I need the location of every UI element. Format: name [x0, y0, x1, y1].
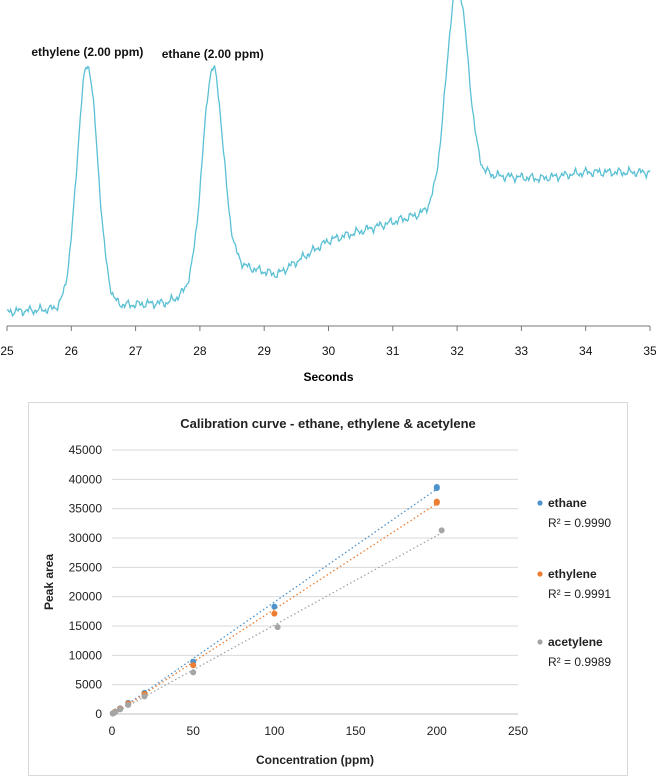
x-tick-label: 26 [65, 344, 79, 358]
trendline-ethylene [111, 503, 438, 716]
legend-r2-ethylene: R² = 0.9991 [548, 587, 611, 601]
x-axis-label: Concentration (ppm) [256, 753, 374, 767]
data-point-acetylene [117, 706, 124, 713]
legend-r2-acetylene: R² = 0.9989 [548, 655, 611, 669]
trendline-ethane [111, 488, 438, 716]
y-tick-label: 45000 [69, 443, 103, 457]
y-gridlines [112, 449, 518, 686]
x-tick-label: 27 [129, 344, 143, 358]
legend-label-ethylene: ethylene [548, 567, 597, 581]
x-tick-label: 31 [386, 344, 400, 358]
peak-label-ethane: ethane (2.00 ppm) [162, 47, 264, 61]
x-tick-label: 250 [508, 724, 528, 738]
data-point-ethane [433, 483, 440, 490]
y-tick-label: 25000 [69, 560, 103, 574]
data-point-ethane [271, 603, 278, 610]
x-axis-label: Seconds [303, 370, 353, 384]
y-tick-label: 35000 [69, 502, 103, 516]
y-axis-label: Peak area [42, 554, 56, 610]
legend-marker-acetylene [537, 639, 543, 645]
x-tick-label: 28 [193, 344, 207, 358]
legend-label-acetylene: acetylene [548, 635, 603, 649]
calibration-chart: Calibration curve - ethane, ethylene & a… [42, 416, 611, 767]
x-tick-label: 29 [258, 344, 272, 358]
y-tick-label: 0 [95, 707, 102, 721]
legend-marker-ethane [537, 500, 543, 506]
data-points [109, 483, 445, 717]
legend: ethane R² = 0.9990 ethylene R² = 0.9991 acet… [537, 496, 611, 669]
y-tick-label: 30000 [69, 531, 103, 545]
legend-marker-ethylene [537, 571, 543, 577]
data-point-acetylene [190, 669, 197, 676]
x-tick-label: 50 [187, 724, 201, 738]
x-tick-label: 35 [643, 344, 656, 358]
legend-r2-ethane: R² = 0.9990 [548, 516, 611, 530]
data-point-acetylene [274, 624, 281, 631]
data-point-ethylene [190, 662, 197, 669]
x-tick-label: 0 [109, 724, 116, 738]
x-tick-label: 200 [427, 724, 447, 738]
x-tick-label: 33 [515, 344, 529, 358]
legend-label-ethane: ethane [548, 496, 587, 510]
x-tick-label: 34 [579, 344, 593, 358]
peak-annotations: ethylene (2.00 ppm)ethane (2.00 ppm)acet… [31, 45, 264, 61]
data-point-acetylene [112, 709, 119, 716]
y-tick-label: 5000 [75, 678, 102, 692]
y-tick-label: 15000 [69, 619, 103, 633]
x-tick-label: 100 [264, 724, 284, 738]
x-axis-ticks: 0 50 100 150 200 250 [109, 724, 529, 738]
peak-label-ethylene: ethylene (2.00 ppm) [31, 45, 143, 59]
y-tick-label: 20000 [69, 590, 103, 604]
chromatogram-chart: ethylene (2.00 ppm)ethane (2.00 ppm)acet… [0, 0, 656, 384]
y-axis-ticks: 0 5000 10000 15000 20000 25000 30000 35000 40000… [69, 443, 103, 721]
y-tick-label: 40000 [69, 472, 103, 486]
x-tick-label: 150 [346, 724, 366, 738]
trendlines [111, 488, 442, 716]
data-point-acetylene [438, 527, 445, 534]
trendline-acetylene [111, 532, 442, 716]
x-tick-label: 30 [322, 344, 336, 358]
x-axis-ticks: 25 26 27 28 29 30 31 32 33 34 35 [0, 326, 656, 358]
x-tick-label: 25 [0, 344, 14, 358]
data-point-ethylene [433, 498, 440, 505]
x-tick-label: 32 [450, 344, 464, 358]
data-point-ethylene [271, 610, 278, 617]
data-point-acetylene [125, 701, 132, 708]
chart-title: Calibration curve - ethane, ethylene & a… [180, 416, 476, 431]
data-point-acetylene [141, 693, 148, 700]
chromatogram-trace [6, 0, 651, 318]
y-tick-label: 10000 [69, 648, 103, 662]
